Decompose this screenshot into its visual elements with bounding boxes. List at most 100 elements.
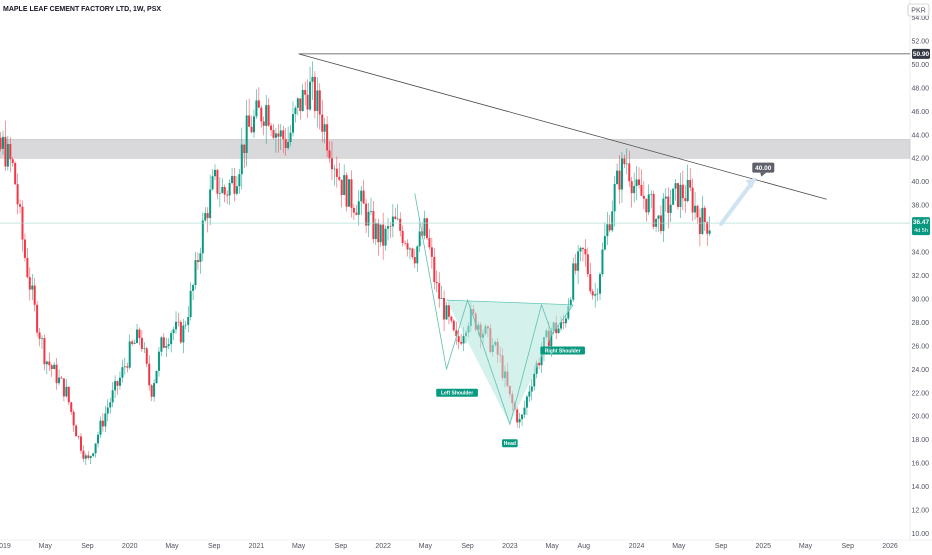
candle-body: [684, 198, 687, 202]
candle-body: [706, 222, 709, 234]
candle: [372, 201, 375, 244]
candle: [635, 165, 638, 201]
candle-body: [187, 317, 190, 325]
candle-body: [596, 293, 599, 295]
candle: [306, 79, 309, 118]
candle-body: [150, 385, 153, 397]
candle-body: [445, 305, 448, 320]
candle-body: [9, 144, 12, 160]
x-tick-label: May: [292, 543, 306, 550]
pattern-outline[interactable]: [414, 193, 574, 426]
candle: [352, 203, 355, 221]
candle-body: [33, 285, 36, 305]
resistance-zone[interactable]: [0, 139, 911, 159]
candle: [226, 190, 229, 204]
candle: [460, 333, 463, 346]
candle-body: [133, 343, 136, 344]
x-tick-label: May: [799, 543, 813, 550]
candle-body: [579, 247, 582, 252]
target-price-badge[interactable]: 40.00: [752, 162, 775, 177]
candle: [133, 339, 136, 345]
candle-body: [701, 207, 704, 234]
candle-body: [562, 322, 565, 324]
candle-body: [401, 230, 404, 243]
candle-body: [335, 168, 338, 177]
price-axis-panel[interactable]: [910, 0, 932, 550]
candle: [391, 204, 394, 238]
candle: [48, 352, 51, 372]
candle: [170, 330, 173, 353]
candle: [679, 172, 682, 219]
candle-body: [345, 175, 348, 207]
candle-body: [58, 377, 61, 384]
candle-body: [177, 321, 180, 323]
y-tick-label: 54.00: [911, 15, 929, 22]
candle: [172, 326, 175, 341]
candle-body: [396, 218, 399, 220]
candle-body: [599, 274, 602, 294]
candle-body: [114, 381, 117, 391]
candle-body: [399, 218, 402, 231]
candle: [243, 144, 246, 168]
x-tick-label: Sep: [842, 543, 855, 550]
candle-body: [214, 169, 217, 177]
candle-body: [316, 90, 319, 111]
candle: [360, 185, 363, 216]
candle: [584, 239, 587, 267]
candle-body: [540, 352, 543, 366]
currency-box[interactable]: PKR: [907, 3, 930, 17]
candle-body: [379, 224, 382, 243]
candle-body: [62, 378, 65, 397]
candle: [581, 247, 584, 262]
candle-body: [77, 436, 80, 437]
candle-body: [521, 414, 524, 420]
candle-body: [228, 183, 231, 196]
candle: [516, 406, 519, 428]
candle-body: [416, 246, 419, 264]
candle: [599, 272, 602, 301]
candle: [162, 333, 165, 349]
candle-body: [608, 224, 611, 231]
candle-body: [352, 207, 355, 213]
candle: [99, 416, 102, 439]
candle: [528, 385, 531, 402]
candle-body: [633, 186, 636, 194]
candle-body: [126, 366, 129, 368]
candle: [586, 247, 589, 278]
candle: [282, 125, 285, 154]
candle: [330, 141, 333, 181]
candle: [638, 167, 641, 189]
y-tick-label: 30.00: [911, 296, 929, 303]
candle: [153, 379, 156, 402]
trendline[interactable]: [298, 53, 827, 200]
candle-body: [84, 455, 87, 459]
y-tick-label: 12.00: [911, 508, 929, 515]
y-tick-label: 14.00: [911, 484, 929, 491]
pattern-label-bg: [540, 346, 585, 355]
candle-body: [698, 217, 701, 234]
candle-body: [374, 223, 377, 240]
candle-body: [231, 175, 234, 184]
candle: [270, 122, 273, 137]
candle-body: [518, 419, 521, 423]
candle-body: [618, 170, 621, 190]
candle: [374, 218, 377, 245]
candle: [223, 184, 226, 203]
x-tick-label: May: [39, 543, 53, 550]
candle-body: [360, 190, 363, 202]
candle: [350, 170, 353, 218]
candle: [155, 370, 158, 384]
neckline[interactable]: [446, 299, 574, 306]
candles-layer: [0, 61, 711, 465]
candle: [187, 306, 190, 333]
candle-body: [53, 364, 56, 370]
candle-body: [94, 443, 97, 454]
candle-body: [287, 142, 290, 149]
candle: [574, 253, 577, 275]
candle: [304, 81, 307, 106]
candle-body: [60, 377, 63, 379]
candle: [447, 302, 450, 325]
candle: [62, 378, 65, 402]
candle: [291, 101, 294, 137]
